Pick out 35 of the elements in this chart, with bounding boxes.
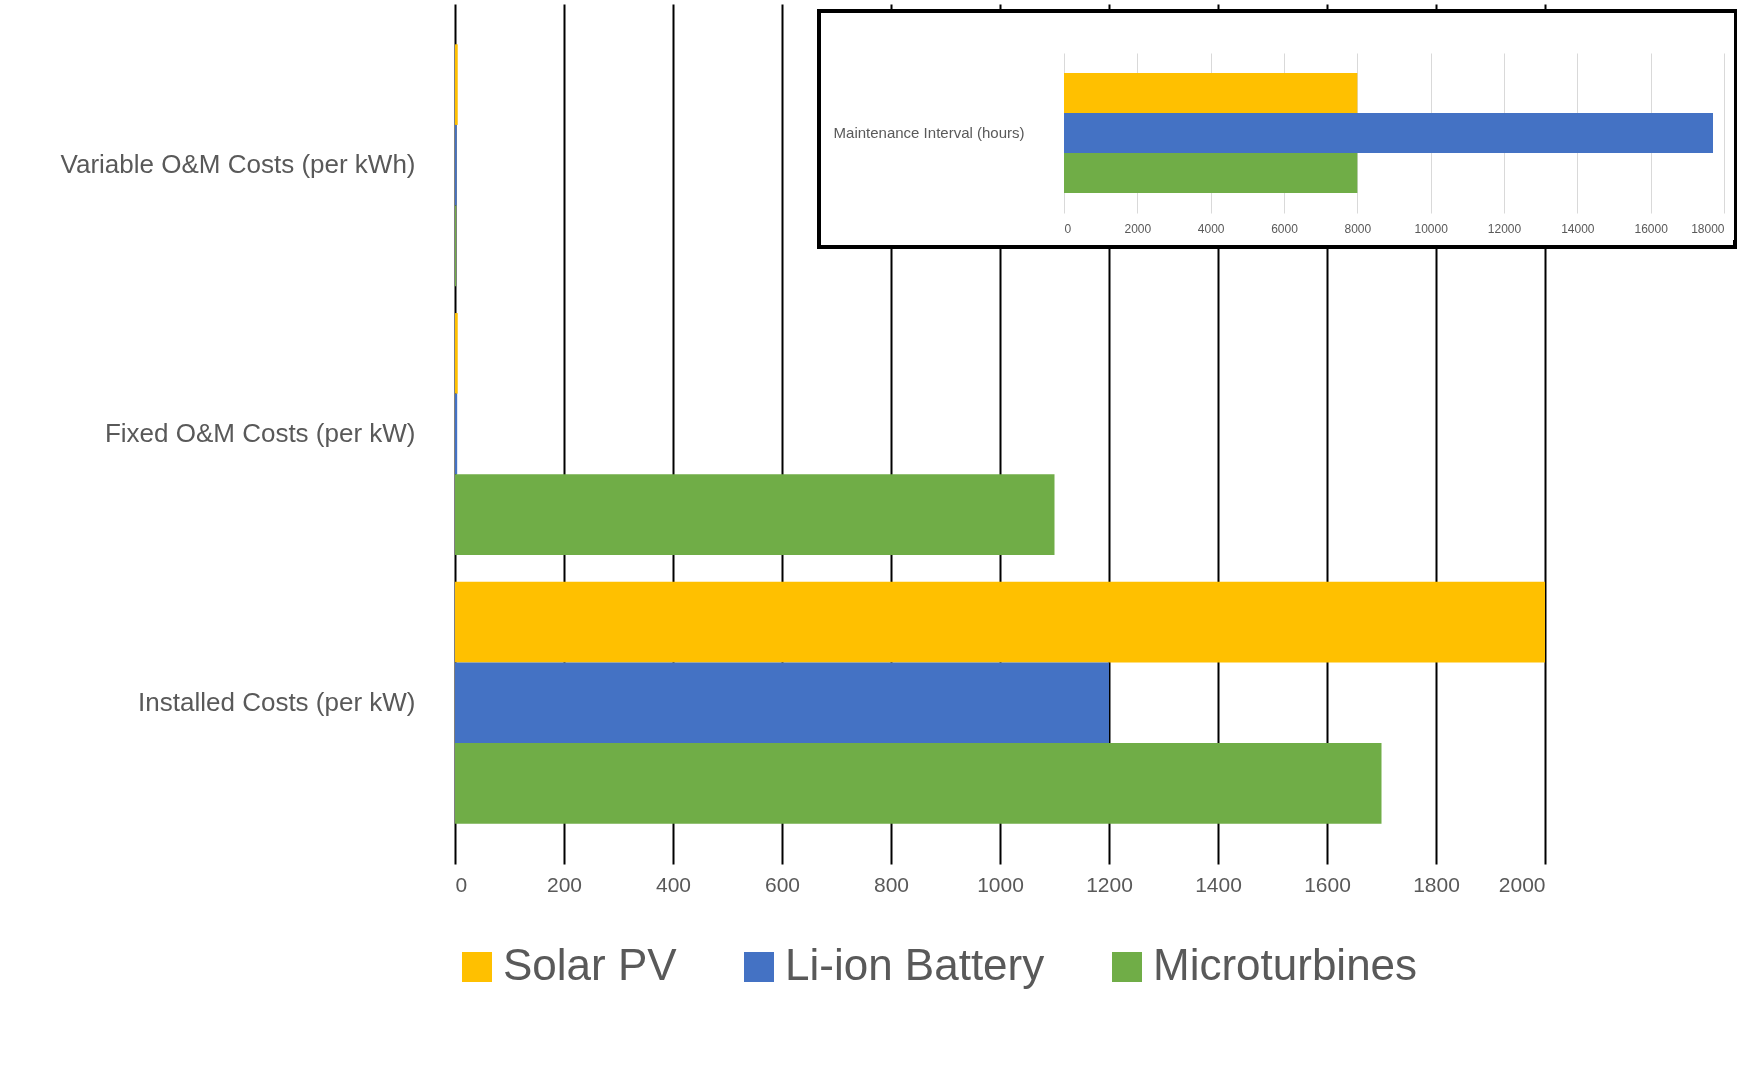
y-tick-label: Maintenance Interval (hours) [833,124,1025,141]
bar [455,313,458,394]
x-tick-label: 1800 [1413,872,1460,896]
x-tick-label: 2000 [1124,221,1152,236]
x-tick-label: 10000 [1414,221,1449,236]
x-tick-label: 1000 [977,872,1024,896]
bar [455,743,1382,824]
x-tick-label: 2000 [1498,872,1546,896]
x-tick-label: 14000 [1561,221,1595,236]
legend-label: Solar PV [503,940,678,989]
x-tick-label: 16000 [1634,221,1669,236]
y-tick-label: Installed Costs (per kW) [138,686,416,717]
x-tick-label: 1600 [1304,872,1351,896]
x-tick-label: 1200 [1086,872,1133,896]
x-tick-label: 0 [455,872,468,896]
bar [455,581,1545,663]
bar [455,662,1109,744]
x-tick-label: 0 [1064,221,1072,236]
x-tick-label: 200 [546,872,583,896]
x-tick-label: 18000 [1691,221,1725,236]
legend-label: Li-ion Battery [785,940,1045,989]
bar [455,474,1055,555]
x-tick-label: 6000 [1271,221,1299,236]
x-tick-label: 8000 [1344,221,1372,236]
y-tick-label: Variable O&M Costs (per kWh) [60,149,416,180]
x-tick-label: 1400 [1195,872,1242,896]
bar [455,44,458,125]
bar [455,393,458,475]
legend-label: Microturbines [1153,940,1418,989]
x-tick-label: 4000 [1197,221,1225,236]
y-tick-label: Fixed O&M Costs (per kW) [104,418,416,448]
x-tick-label: 12000 [1487,221,1522,236]
x-tick-label: 600 [764,872,801,896]
x-tick-label: 800 [873,872,910,896]
x-tick-label: 400 [655,872,692,896]
